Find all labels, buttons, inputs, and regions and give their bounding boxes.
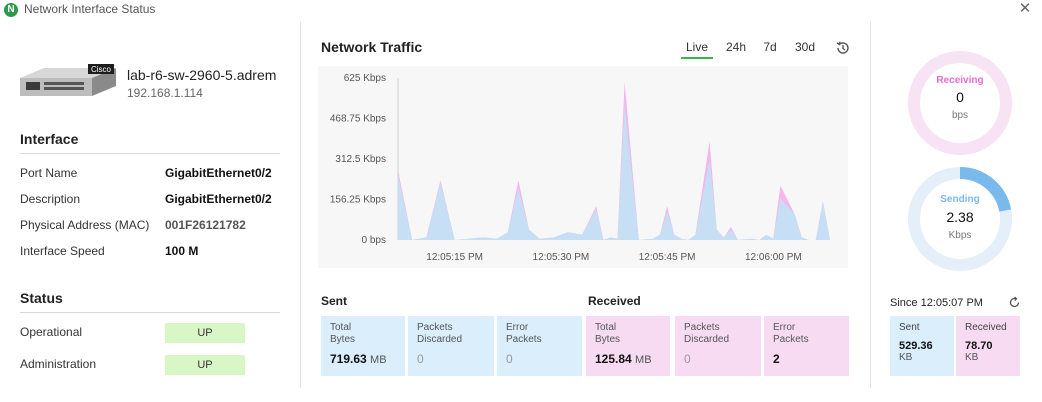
administration-status-badge: UP — [165, 355, 245, 375]
received-packets-discarded-cell: Packets Discarded 0 — [675, 316, 761, 376]
app-logo-icon: N — [4, 3, 18, 17]
since-received-label: Received — [965, 322, 1007, 333]
received-packets-discarded-value: 0 — [684, 352, 691, 366]
received-section-title: Received — [588, 294, 641, 308]
port-name-label: Port Name — [20, 166, 78, 180]
title-bar: N Network Interface Status ✕ — [0, 0, 1042, 20]
sent-error-packets-cell: Error Packets 0 — [497, 316, 582, 376]
since-received-cell: Received 78.70 KB — [956, 316, 1020, 376]
operational-status-badge: UP — [165, 323, 245, 343]
close-icon: ✕ — [1018, 0, 1032, 17]
since-sent-unit: KB — [899, 352, 913, 363]
since-label: Since 12:05:07 PM — [890, 297, 983, 309]
sent-total-bytes-value: 719.63 MB — [330, 352, 387, 366]
since-received-value: 78.70 — [965, 340, 993, 352]
sending-gauge-fill — [908, 167, 1012, 271]
speed-label: Interface Speed — [20, 244, 105, 258]
received-total-bytes-value: 125.84 MB — [595, 352, 652, 366]
network-traffic-title: Network Traffic — [321, 39, 423, 55]
interface-section-title: Interface — [20, 131, 79, 147]
y-axis-tick-label: 468.75 Kbps — [330, 114, 386, 125]
sending-gauge-unit: Kbps — [949, 230, 972, 241]
received-total-bytes-label: Total Bytes — [595, 322, 621, 345]
reset-icon[interactable] — [1008, 296, 1021, 309]
sending-gauge: Sending 2.38 Kbps — [908, 167, 1012, 271]
sending-gauge-value: 2.38 — [946, 209, 973, 225]
sent-section-title: Sent — [321, 294, 348, 308]
sent-error-packets-value: 0 — [506, 352, 513, 366]
window-title: Network Interface Status — [24, 2, 156, 16]
receiving-gauge-value: 0 — [956, 89, 964, 105]
description-label: Description — [20, 192, 81, 206]
sent-packets-discarded-label: Packets Discarded — [417, 322, 463, 345]
x-axis-tick-label: 12:05:45 PM — [639, 252, 696, 263]
received-error-packets-label: Error Packets — [773, 322, 809, 345]
y-axis-tick-label: 0 bps — [362, 235, 386, 246]
divider — [20, 153, 280, 154]
sent-total-bytes-label: Total Bytes — [330, 322, 356, 345]
right-divider — [870, 22, 871, 388]
mac-label: Physical Address (MAC) — [20, 218, 150, 232]
receiving-gauge-track — [908, 51, 1012, 155]
y-axis-tick-label: 156.25 Kbps — [330, 195, 386, 206]
receiving-gauge-title: Receiving — [936, 75, 983, 86]
divider — [20, 312, 280, 313]
sent-total-bytes-cell: Total Bytes 719.63 MB — [321, 316, 405, 376]
tab-live[interactable]: Live — [681, 40, 713, 59]
history-icon[interactable] — [835, 40, 851, 56]
description-value: GigabitEthernet0/2 — [165, 192, 272, 206]
speed-value: 100 M — [165, 244, 199, 258]
device-brand-label: Cisco — [91, 65, 112, 74]
tab-30d[interactable]: 30d — [794, 40, 816, 54]
x-axis-tick-label: 12:05:15 PM — [426, 252, 483, 263]
tab-24h[interactable]: 24h — [725, 40, 747, 54]
mac-value: 001F26121782 — [165, 218, 246, 232]
since-received-unit: KB — [965, 352, 979, 363]
receiving-gauge: Receiving 0 bps — [908, 51, 1012, 155]
switch-device-icon: Cisco — [20, 64, 116, 96]
close-button[interactable]: ✕ — [1014, 0, 1036, 18]
since-sent-label: Sent — [899, 322, 920, 333]
received-error-packets-value: 2 — [773, 352, 780, 366]
sent-series-area — [398, 105, 830, 240]
y-axis-tick-label: 625 Kbps — [344, 73, 386, 84]
operational-label: Operational — [20, 325, 83, 339]
received-error-packets-cell: Error Packets 2 — [764, 316, 849, 376]
device-name: lab-r6-sw-2960-5.adrem — [127, 67, 277, 83]
sending-gauge-title: Sending — [940, 194, 979, 205]
x-axis-tick-label: 12:06:00 PM — [745, 252, 802, 263]
tab-7d[interactable]: 7d — [763, 40, 777, 54]
sent-packets-discarded-value: 0 — [417, 352, 424, 366]
administration-label: Administration — [20, 357, 97, 371]
traffic-chart: 625 Kbps 468.75 Kbps 312.5 Kbps 156.25 Kbps… — [318, 66, 848, 268]
port-name-value: GigabitEthernet0/2 — [165, 166, 272, 180]
receiving-gauge-unit: bps — [952, 110, 968, 121]
received-series-area — [398, 81, 830, 241]
sent-error-packets-label: Error Packets — [506, 322, 542, 345]
y-axis-tick-label: 312.5 Kbps — [335, 154, 386, 165]
traffic-chart-svg: 625 Kbps 468.75 Kbps 312.5 Kbps 156.25 Kbps… — [330, 73, 830, 263]
since-sent-value: 529.36 — [899, 340, 933, 352]
x-axis-tick-label: 12:05:30 PM — [533, 252, 590, 263]
received-total-bytes-cell: Total Bytes 125.84 MB — [586, 316, 670, 376]
left-divider — [300, 22, 301, 388]
since-sent-cell: Sent 529.36 KB — [890, 316, 954, 376]
received-packets-discarded-label: Packets Discarded — [684, 322, 730, 345]
sent-packets-discarded-cell: Packets Discarded 0 — [408, 316, 494, 376]
device-ip: 192.168.1.114 — [127, 86, 203, 100]
status-section-title: Status — [20, 290, 63, 306]
